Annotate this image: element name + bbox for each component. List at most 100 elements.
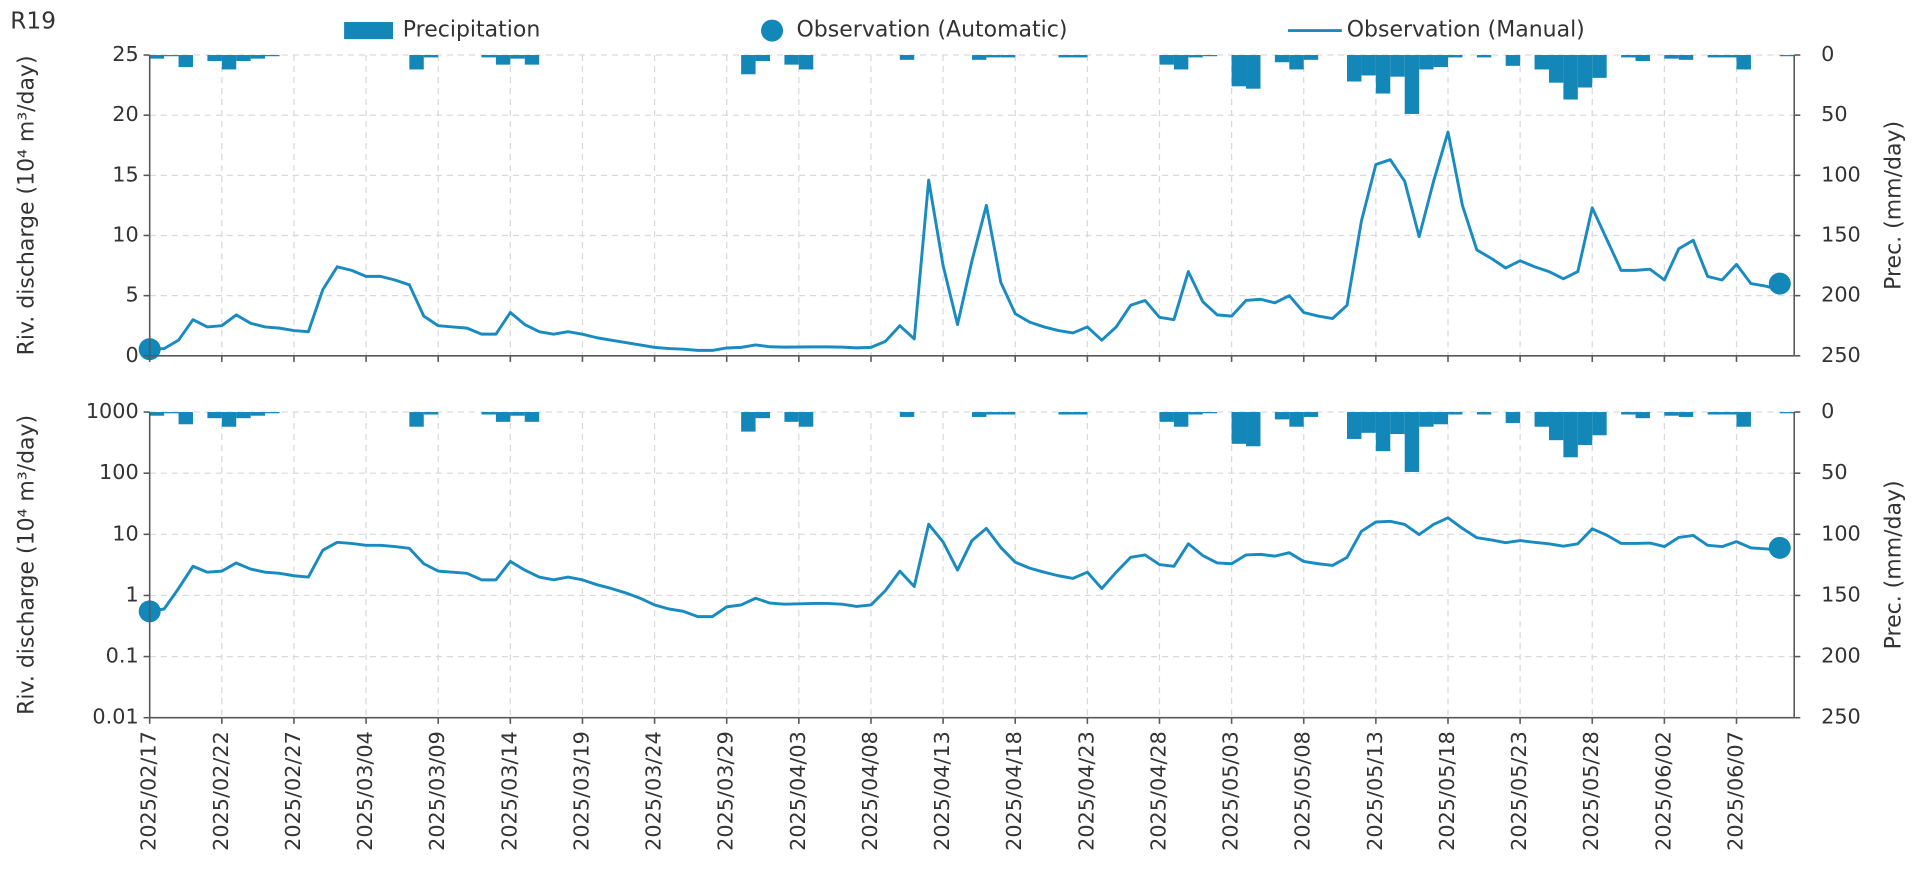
- precip-bar: [1404, 55, 1420, 114]
- x-tick-label: 2025/06/02: [1651, 731, 1675, 851]
- precip-bar: [1246, 55, 1261, 89]
- y2-tick-label: 150: [1821, 222, 1861, 246]
- precip-bar: [221, 412, 237, 427]
- precip-bar: [1188, 55, 1203, 58]
- precip-bar: [798, 412, 814, 427]
- y-tick-label: 10: [112, 222, 138, 246]
- manual-line: [149, 130, 1781, 352]
- precip-bar: [164, 412, 179, 414]
- precip-bar: [1577, 55, 1593, 88]
- precip-bar: [1289, 412, 1304, 427]
- precip-bar: [1419, 412, 1434, 427]
- x-tick-label: 2025/05/13: [1363, 731, 1387, 851]
- precip-bar: [1159, 412, 1174, 422]
- precip-bar: [1058, 412, 1073, 415]
- precip-bar: [1779, 412, 1795, 414]
- precip-bar: [1231, 412, 1247, 444]
- precip-bar: [409, 412, 424, 427]
- x-tick-label: 2025/02/17: [137, 731, 161, 851]
- precip-bar: [423, 412, 439, 415]
- precip-bar: [236, 412, 251, 419]
- x-tick-label: 2025/05/03: [1219, 731, 1243, 851]
- y2-tick-label: 250: [1821, 705, 1861, 729]
- precip-bar: [1419, 55, 1434, 70]
- precip-bar: [1303, 55, 1319, 60]
- precip-bar: [1347, 412, 1362, 439]
- precip-bar: [1505, 55, 1521, 66]
- y-tick-label: 15: [112, 162, 138, 186]
- precip-bar: [971, 55, 987, 60]
- precip-bar: [1534, 55, 1549, 70]
- x-tick-label: 2025/05/08: [1291, 731, 1315, 851]
- precip-bar: [1736, 55, 1751, 70]
- precip-bar: [784, 412, 799, 422]
- precip-bar: [1722, 55, 1737, 58]
- precip-bar: [899, 412, 915, 417]
- precip-bar: [1678, 412, 1694, 417]
- precip-bar: [1621, 412, 1636, 415]
- precip-bar: [1202, 55, 1218, 57]
- precip-bar: [1476, 55, 1492, 58]
- precip-bar: [524, 55, 540, 65]
- precip-bar: [1058, 55, 1073, 58]
- precip-bar: [1505, 412, 1521, 424]
- x-tick-label: 2025/04/18: [1002, 731, 1026, 851]
- y2-axis-label: Prec. (mm/day): [1881, 480, 1906, 649]
- precip-bar: [899, 55, 915, 60]
- precip-bar: [1433, 55, 1448, 68]
- precip-bar: [1303, 412, 1319, 417]
- y-tick-label: 25: [112, 42, 138, 66]
- precip-bar: [1274, 412, 1290, 420]
- precip-bar: [1390, 55, 1405, 77]
- x-tick-label: 2025/04/23: [1074, 731, 1098, 851]
- x-tick-label: 2025/03/14: [497, 731, 521, 851]
- precip-bar: [1548, 412, 1564, 441]
- precip-bar: [149, 55, 165, 59]
- y2-tick-label: 200: [1821, 644, 1861, 668]
- precip-bar: [1361, 412, 1376, 433]
- precip-bar: [986, 412, 1001, 415]
- precip-bar: [250, 412, 266, 416]
- precip-bar: [741, 412, 756, 432]
- precip-bar: [1592, 55, 1607, 78]
- y2-tick-label: 100: [1821, 521, 1861, 545]
- legend-icon: [344, 22, 394, 40]
- precip-bar: [1072, 412, 1088, 415]
- precip-bar: [510, 412, 525, 416]
- precip-bar: [524, 412, 540, 422]
- precip-bar: [409, 55, 424, 70]
- precip-bar: [1678, 55, 1694, 60]
- x-tick-label: 2025/03/09: [425, 731, 449, 851]
- precip-bar: [755, 55, 770, 62]
- precip-bar: [1072, 55, 1088, 58]
- x-tick-label: 2025/02/27: [281, 731, 305, 851]
- precip-bar: [1563, 412, 1578, 458]
- x-tick-label: 2025/05/18: [1435, 731, 1459, 851]
- y2-tick-label: 150: [1821, 582, 1861, 606]
- y2-tick-label: 50: [1821, 460, 1847, 484]
- precip-bar: [1390, 412, 1405, 435]
- precip-bar: [1635, 412, 1650, 419]
- precip-bar: [1375, 412, 1391, 452]
- precip-bar: [1000, 412, 1016, 415]
- y-axis-label: Riv. discharge (10⁴ m³/day): [14, 415, 39, 715]
- precip-bar: [1621, 55, 1636, 58]
- precip-bar: [1664, 412, 1679, 416]
- precip-bar: [1159, 55, 1174, 65]
- y2-tick-label: 200: [1821, 283, 1861, 307]
- legend-label: Precipitation: [403, 18, 541, 43]
- precip-bar: [1274, 55, 1290, 63]
- x-tick-label: 2025/06/07: [1724, 731, 1748, 851]
- chart-title: R19: [10, 8, 56, 35]
- precip-bar: [1447, 55, 1463, 58]
- precip-bar: [510, 55, 525, 59]
- y-tick-label: 1000: [86, 399, 139, 423]
- precip-bar: [1404, 412, 1420, 472]
- y-tick-label: 0.1: [106, 644, 139, 668]
- x-tick-label: 2025/03/04: [353, 731, 377, 851]
- y-tick-label: 20: [112, 102, 138, 126]
- y-tick-label: 1: [125, 582, 138, 606]
- y-axis-label: Riv. discharge (10⁴ m³/day): [14, 55, 39, 355]
- precip-bar: [495, 412, 511, 422]
